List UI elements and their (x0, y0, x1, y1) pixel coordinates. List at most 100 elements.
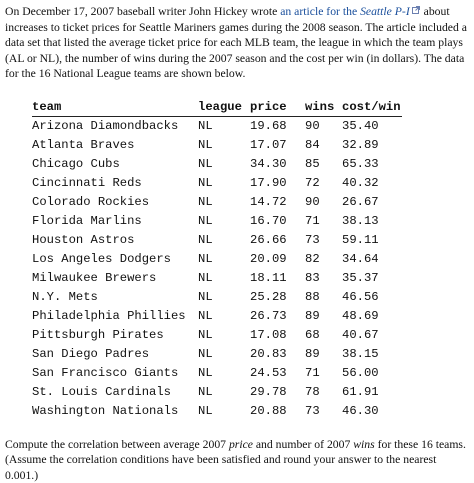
cell-league: NL (198, 402, 250, 421)
cell-price: 34.30 (250, 155, 305, 174)
cell-price: 18.11 (250, 269, 305, 288)
cell-league: NL (198, 383, 250, 402)
cell-league: NL (198, 116, 250, 136)
page: On December 17, 2007 baseball writer Joh… (0, 0, 474, 456)
cell-cost-per-win: 48.69 (342, 307, 402, 326)
cell-league: NL (198, 307, 250, 326)
cell-price: 20.88 (250, 402, 305, 421)
cell-wins: 84 (305, 136, 342, 155)
cell-cost-per-win: 46.30 (342, 402, 402, 421)
cell-team: N.Y. Mets (32, 288, 198, 307)
header-cost-per-win: cost/win (342, 98, 402, 117)
cell-team: St. Louis Cardinals (32, 383, 198, 402)
cell-team: Chicago Cubs (32, 155, 198, 174)
cell-cost-per-win: 59.11 (342, 231, 402, 250)
question-paragraph: Compute the correlation between average … (5, 437, 469, 483)
table-header-row: team league price wins cost/win (32, 98, 402, 117)
header-team: team (32, 98, 198, 117)
question-price-term: price (229, 438, 253, 451)
cell-price: 17.08 (250, 326, 305, 345)
cell-price: 24.53 (250, 364, 305, 383)
cell-league: NL (198, 193, 250, 212)
cell-cost-per-win: 32.89 (342, 136, 402, 155)
cell-team: San Francisco Giants (32, 364, 198, 383)
cell-team: Pittsburgh Pirates (32, 326, 198, 345)
cell-team: Atlanta Braves (32, 136, 198, 155)
cell-cost-per-win: 38.13 (342, 212, 402, 231)
cell-wins: 85 (305, 155, 342, 174)
question-text-2: and number of 2007 (253, 438, 353, 451)
cell-team: Los Angeles Dodgers (32, 250, 198, 269)
cell-wins: 72 (305, 174, 342, 193)
cell-wins: 82 (305, 250, 342, 269)
cell-wins: 83 (305, 269, 342, 288)
cell-price: 20.09 (250, 250, 305, 269)
cell-wins: 88 (305, 288, 342, 307)
article-link[interactable]: an article for the Seattle P-I (280, 5, 420, 18)
question-text-1: Compute the correlation between average … (5, 438, 229, 451)
cell-team: Colorado Rockies (32, 193, 198, 212)
cell-wins: 73 (305, 402, 342, 421)
cell-cost-per-win: 35.40 (342, 116, 402, 136)
question-wins-term: wins (353, 438, 374, 451)
cell-league: NL (198, 250, 250, 269)
cell-team: Cincinnati Reds (32, 174, 198, 193)
cell-price: 19.68 (250, 116, 305, 136)
cell-cost-per-win: 61.91 (342, 383, 402, 402)
cell-league: NL (198, 345, 250, 364)
cell-wins: 90 (305, 193, 342, 212)
cell-wins: 78 (305, 383, 342, 402)
cell-league: NL (198, 364, 250, 383)
cell-wins: 73 (305, 231, 342, 250)
cell-wins: 68 (305, 326, 342, 345)
header-price: price (250, 98, 305, 117)
cell-league: NL (198, 269, 250, 288)
cell-league: NL (198, 155, 250, 174)
cell-league: NL (198, 231, 250, 250)
cell-cost-per-win: 56.00 (342, 364, 402, 383)
cell-price: 29.78 (250, 383, 305, 402)
cell-cost-per-win: 26.67 (342, 193, 402, 212)
cell-league: NL (198, 326, 250, 345)
cell-league: NL (198, 212, 250, 231)
data-table-container: team league price wins cost/win Arizona … (32, 98, 469, 421)
cell-price: 20.83 (250, 345, 305, 364)
cell-team: Washington Nationals (32, 402, 198, 421)
cell-wins: 89 (305, 345, 342, 364)
cell-team: Florida Marlins (32, 212, 198, 231)
cell-league: NL (198, 136, 250, 155)
mlb-data-table: team league price wins cost/win Arizona … (32, 98, 402, 421)
cell-wins: 71 (305, 212, 342, 231)
cell-cost-per-win: 38.15 (342, 345, 402, 364)
cell-cost-per-win: 35.37 (342, 269, 402, 288)
cell-league: NL (198, 174, 250, 193)
cell-cost-per-win: 40.32 (342, 174, 402, 193)
cell-team: Philadelphia Phillies (32, 307, 198, 326)
cell-price: 16.70 (250, 212, 305, 231)
cell-team: Arizona Diamondbacks (32, 116, 198, 136)
cell-price: 26.73 (250, 307, 305, 326)
cell-team: Milwaukee Brewers (32, 269, 198, 288)
article-link-text: an article for the (280, 5, 360, 18)
cell-price: 17.90 (250, 174, 305, 193)
cell-price: 26.66 (250, 231, 305, 250)
cell-cost-per-win: 34.64 (342, 250, 402, 269)
cell-price: 17.07 (250, 136, 305, 155)
cell-cost-per-win: 65.33 (342, 155, 402, 174)
header-wins: wins (305, 98, 342, 117)
cell-wins: 71 (305, 364, 342, 383)
